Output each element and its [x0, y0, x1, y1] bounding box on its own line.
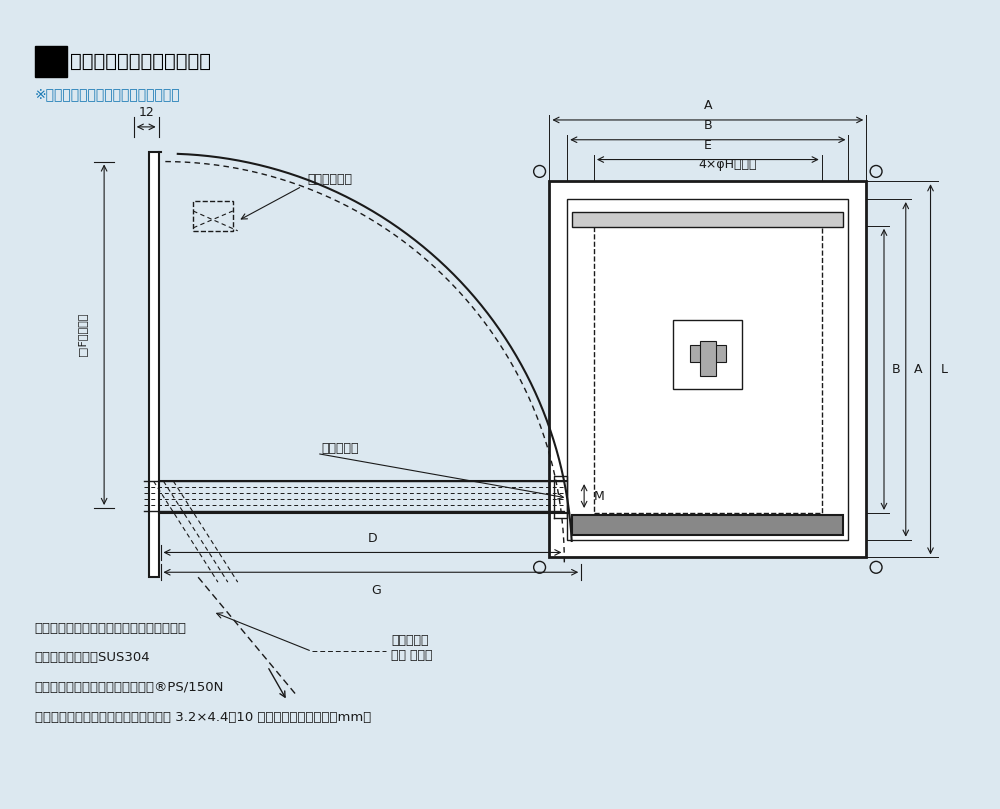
Text: 12: 12 — [138, 106, 154, 119]
Text: 材質・・・本体：SUS304: 材質・・・本体：SUS304 — [35, 651, 150, 664]
Text: □F（内寸）: □F（内寸） — [77, 313, 87, 357]
Text: フィルター
又は 防虫網: フィルター 又は 防虫網 — [391, 634, 433, 663]
Bar — [567, 199, 848, 540]
Text: 温度ヒューズ: 温度ヒューズ — [307, 173, 352, 186]
Text: 外形図　排気形防火タイプ: 外形図 排気形防火タイプ — [70, 52, 211, 71]
Text: E: E — [704, 138, 712, 151]
Bar — [35, 46, 67, 78]
Text: A: A — [914, 363, 922, 376]
Bar — [700, 341, 716, 376]
Text: B: B — [704, 119, 712, 132]
Text: 4×φH取付穴: 4×φH取付穴 — [698, 159, 757, 172]
Text: M: M — [594, 489, 605, 502]
Bar — [193, 201, 233, 231]
Bar — [572, 212, 843, 227]
Text: 色調・・・ステンレス地金色（ツヤ消し）: 色調・・・ステンレス地金色（ツヤ消し） — [35, 622, 187, 635]
Text: 防虫網：エキスパンドメタル 3.2×4.4（10 メッシュ相当）（単位mm）: 防虫網：エキスパンドメタル 3.2×4.4（10 メッシュ相当）（単位mm） — [35, 711, 371, 724]
Bar — [149, 151, 159, 577]
Text: L: L — [940, 363, 947, 376]
Text: D: D — [368, 532, 377, 544]
Bar — [572, 515, 843, 535]
Bar — [673, 320, 742, 389]
Text: G: G — [371, 584, 381, 597]
Bar — [690, 345, 726, 362]
Text: A: A — [704, 99, 712, 112]
Text: スライド枠: スライド枠 — [322, 442, 359, 455]
Text: ※外観は機種により多少異なります。: ※外観は機種により多少異なります。 — [35, 87, 180, 101]
Text: B: B — [892, 363, 901, 376]
Text: フィルター：フィレドン®PS/150N: フィルター：フィレドン®PS/150N — [35, 681, 224, 694]
Bar — [594, 226, 822, 513]
Bar — [549, 181, 866, 557]
